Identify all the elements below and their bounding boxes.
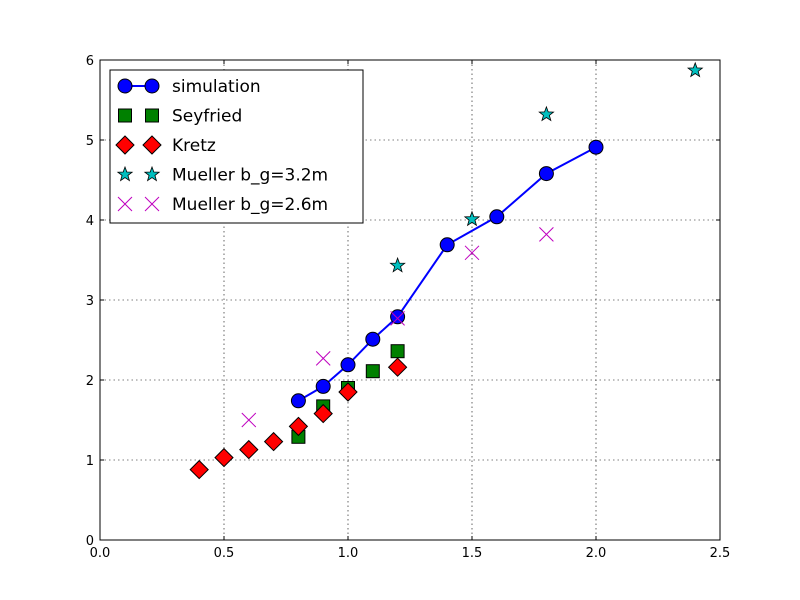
- x-tick-label: 2.0: [586, 546, 607, 561]
- legend-label: Seyfried: [172, 107, 242, 127]
- legend-marker: [118, 108, 132, 123]
- data-point: [263, 431, 284, 452]
- series-kretz: [189, 357, 408, 480]
- data-point: [214, 447, 234, 468]
- data-point: [538, 105, 555, 122]
- data-point: [539, 227, 554, 242]
- legend-marker: [144, 78, 160, 94]
- x-tick-label: 0.0: [90, 546, 111, 561]
- data-point: [290, 393, 306, 409]
- data-point: [241, 412, 257, 428]
- data-point: [338, 382, 358, 402]
- data-point: [390, 311, 405, 326]
- legend-entry: Seyfried: [118, 107, 242, 127]
- series-simulation: [290, 139, 604, 409]
- data-point: [390, 309, 406, 325]
- data-point: [389, 256, 406, 273]
- y-tick-label: 6: [86, 54, 94, 69]
- series-mueller-b-g-3-2m: [389, 61, 704, 273]
- data-point: [189, 459, 209, 480]
- legend-entry: Kretz: [115, 135, 216, 156]
- legend-entry: Mueller b_g=2.6m: [117, 195, 328, 215]
- series-mueller-b-g-2-6m: [241, 227, 554, 428]
- legend-marker: [116, 165, 134, 182]
- data-point: [387, 357, 408, 377]
- data-point: [390, 344, 405, 359]
- legend-marker: [145, 108, 159, 123]
- legend: simulation Seyfried Kretz Mueller b_g=3.2m M…: [109, 69, 364, 224]
- data-point: [288, 416, 309, 437]
- legend-marker: [115, 135, 135, 155]
- legend-marker: [117, 196, 133, 212]
- y-tick-label: 2: [86, 374, 94, 389]
- x-tick-label: 1.5: [462, 546, 483, 561]
- legend-label: Kretz: [172, 136, 216, 156]
- legend-entry: simulation: [117, 77, 261, 97]
- grid: [100, 60, 720, 540]
- data-point: [315, 351, 331, 366]
- axis-ticks: 0.0 0.5 1.0 1.5 2.0 2.5 0 1 2 3 4 5 6: [86, 54, 731, 561]
- legend-label: Mueller b_g=2.6m: [172, 195, 328, 215]
- y-tick-label: 5: [86, 134, 94, 149]
- data-point: [538, 166, 554, 182]
- data-point: [439, 237, 455, 253]
- legend-marker: [143, 165, 161, 182]
- legend-entry: Mueller b_g=3.2m: [116, 165, 328, 186]
- y-tick-label: 0: [86, 534, 94, 549]
- data-point: [340, 357, 356, 373]
- legend-marker: [144, 196, 160, 212]
- data-point: [463, 210, 481, 227]
- data-point: [365, 331, 381, 347]
- data-point: [315, 378, 331, 394]
- legend-marker: [117, 78, 133, 94]
- data-point: [239, 439, 259, 460]
- data-point: [464, 245, 480, 261]
- plot-data: [189, 61, 704, 480]
- legend-label: simulation: [172, 77, 261, 97]
- data-point: [489, 209, 505, 225]
- data-point: [313, 403, 333, 424]
- data-point: [588, 139, 604, 155]
- legend-marker: [142, 135, 162, 155]
- x-tick-label: 0.5: [214, 546, 235, 561]
- data-point: [365, 364, 380, 379]
- x-tick-label: 2.5: [710, 546, 731, 561]
- y-tick-label: 3: [86, 294, 94, 309]
- data-point: [686, 61, 704, 78]
- y-tick-label: 4: [86, 214, 94, 229]
- y-tick-label: 1: [86, 454, 94, 469]
- legend-label: Mueller b_g=3.2m: [172, 166, 328, 186]
- x-tick-label: 1.0: [338, 546, 359, 561]
